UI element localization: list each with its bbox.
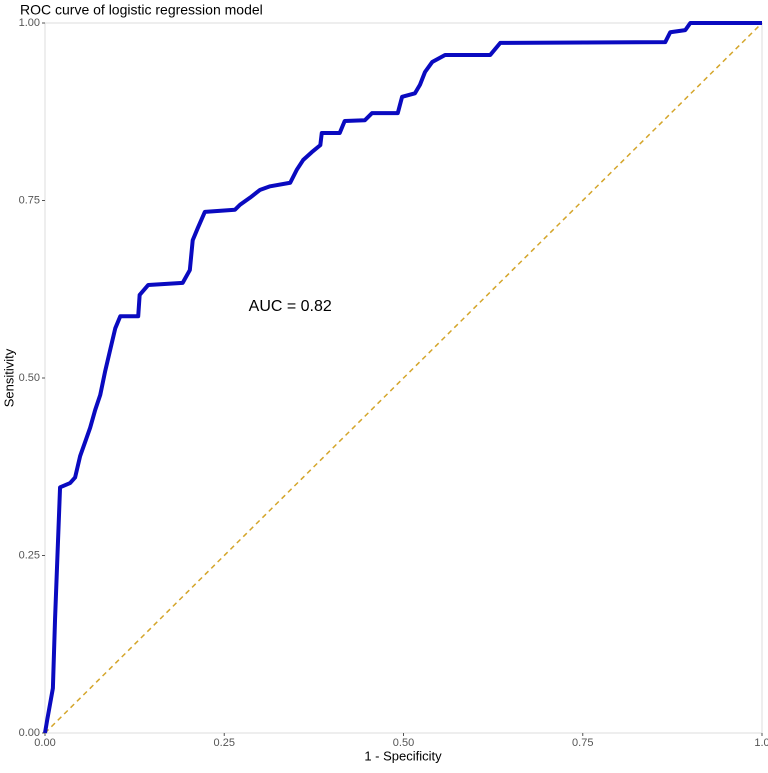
y-tick-label: 1.00 bbox=[19, 17, 40, 29]
x-tick-label: 0.50 bbox=[393, 737, 414, 749]
roc-line bbox=[43, 21, 762, 734]
y-axis-label: Sensitivity bbox=[1, 348, 16, 407]
y-tick-label: 0.00 bbox=[19, 727, 40, 739]
x-tick-label: 1.0 bbox=[754, 737, 768, 749]
y-tick-label: 0.50 bbox=[19, 372, 40, 384]
y-tick-label: 0.25 bbox=[19, 549, 40, 561]
y-tick-label: 0.75 bbox=[19, 194, 40, 206]
reference-line bbox=[44, 22, 763, 734]
annotation: AUC = 0.82 bbox=[249, 298, 332, 315]
x-tick-label: 0.25 bbox=[214, 737, 235, 749]
x-tick-label: 0.00 bbox=[34, 737, 55, 749]
x-axis-label: 1 - Specificity bbox=[364, 748, 442, 763]
chart-title: ROC curve of logistic regression model bbox=[20, 2, 263, 18]
x-tick-label: 0.75 bbox=[572, 737, 593, 749]
